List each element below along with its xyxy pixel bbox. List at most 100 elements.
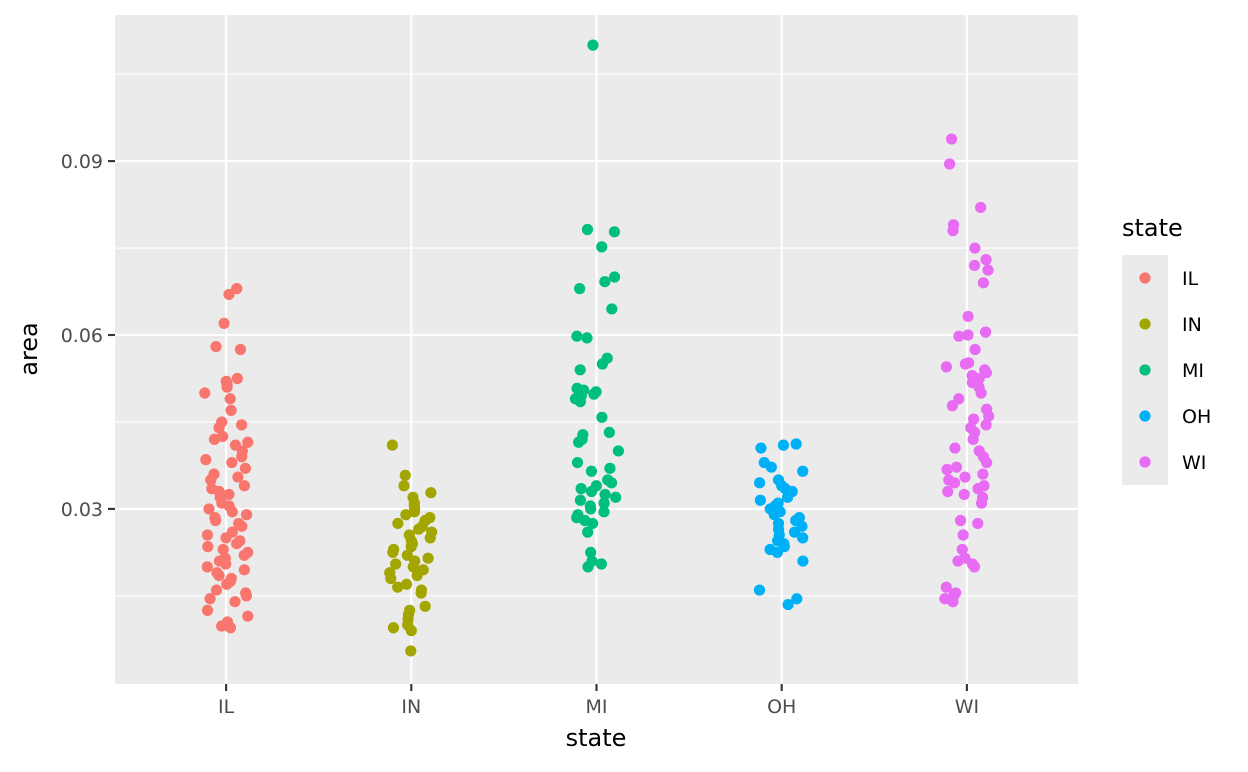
data-point bbox=[582, 526, 594, 538]
data-point bbox=[220, 532, 232, 544]
data-point bbox=[236, 419, 248, 431]
data-point bbox=[972, 517, 984, 530]
data-point bbox=[983, 410, 995, 422]
data-point bbox=[392, 581, 404, 593]
data-point bbox=[400, 509, 412, 521]
data-point bbox=[968, 561, 981, 573]
data-point bbox=[977, 277, 990, 289]
legend-label: IL bbox=[1182, 268, 1199, 290]
data-point bbox=[210, 341, 222, 353]
data-point bbox=[612, 445, 624, 457]
legend-key-point bbox=[1139, 364, 1151, 376]
data-point bbox=[596, 241, 608, 253]
data-point bbox=[953, 330, 965, 342]
data-point bbox=[571, 456, 584, 469]
data-point bbox=[605, 477, 618, 489]
data-point bbox=[977, 468, 989, 480]
data-point bbox=[200, 454, 212, 466]
data-point bbox=[791, 593, 803, 605]
data-point bbox=[405, 645, 417, 657]
legend-key-point bbox=[1139, 272, 1151, 284]
data-point bbox=[765, 461, 777, 473]
data-point bbox=[940, 361, 953, 373]
data-point bbox=[603, 426, 615, 439]
data-point bbox=[582, 561, 594, 573]
data-point bbox=[969, 343, 981, 356]
data-point bbox=[236, 451, 248, 463]
data-point bbox=[585, 465, 598, 477]
data-point bbox=[213, 569, 225, 582]
data-point bbox=[958, 488, 970, 501]
data-point bbox=[390, 558, 402, 570]
data-point bbox=[238, 480, 251, 492]
data-point bbox=[797, 532, 809, 544]
data-point bbox=[797, 465, 809, 477]
legend-label: MI bbox=[1182, 360, 1204, 382]
data-point bbox=[221, 381, 233, 393]
data-point bbox=[407, 561, 419, 573]
data-point bbox=[949, 477, 961, 489]
x-tick-label: WI bbox=[955, 696, 979, 718]
data-point bbox=[604, 462, 616, 474]
data-point bbox=[768, 509, 780, 521]
data-point bbox=[405, 625, 417, 637]
legend-title: state bbox=[1122, 214, 1183, 242]
data-point bbox=[972, 483, 984, 495]
data-point bbox=[949, 442, 961, 454]
data-point bbox=[608, 226, 621, 238]
data-point bbox=[408, 506, 420, 518]
data-point bbox=[231, 372, 243, 385]
data-point bbox=[940, 581, 952, 593]
data-point bbox=[238, 564, 250, 576]
data-point bbox=[585, 546, 597, 559]
data-point bbox=[610, 491, 622, 503]
data-point bbox=[213, 422, 225, 434]
data-point bbox=[596, 358, 608, 370]
data-point bbox=[956, 543, 968, 556]
data-point bbox=[223, 288, 235, 301]
data-point bbox=[217, 543, 229, 556]
data-point bbox=[771, 546, 783, 559]
data-point bbox=[982, 264, 994, 276]
data-point bbox=[586, 517, 599, 530]
data-point bbox=[208, 433, 221, 445]
data-point bbox=[962, 329, 974, 341]
data-point bbox=[201, 529, 214, 541]
data-point bbox=[585, 485, 598, 498]
data-point bbox=[231, 538, 243, 550]
data-point bbox=[574, 283, 586, 295]
data-point bbox=[216, 620, 228, 632]
data-point bbox=[239, 462, 251, 474]
data-point bbox=[755, 442, 767, 454]
data-point bbox=[242, 436, 254, 448]
legend-key-point bbox=[1139, 456, 1151, 468]
data-point bbox=[596, 411, 608, 423]
data-point bbox=[399, 469, 411, 481]
data-point bbox=[240, 509, 253, 521]
data-point bbox=[574, 396, 586, 408]
data-point bbox=[573, 436, 585, 448]
data-point bbox=[201, 561, 213, 573]
data-point bbox=[969, 242, 981, 254]
data-point bbox=[218, 317, 230, 330]
data-point bbox=[981, 456, 993, 469]
data-point bbox=[240, 590, 252, 602]
data-point bbox=[587, 39, 599, 51]
data-point bbox=[224, 393, 236, 405]
data-point bbox=[385, 572, 397, 585]
data-point bbox=[205, 474, 217, 486]
data-points bbox=[199, 39, 995, 657]
data-point bbox=[238, 549, 250, 561]
x-tick-label: MI bbox=[586, 696, 608, 718]
y-tick-label: 0.03 bbox=[61, 499, 103, 521]
data-point bbox=[606, 303, 618, 315]
x-tick-label: IL bbox=[218, 696, 235, 718]
data-point bbox=[608, 271, 621, 283]
data-point bbox=[788, 526, 801, 538]
data-point bbox=[202, 541, 214, 553]
legend-key-point bbox=[1139, 410, 1151, 422]
data-point bbox=[411, 569, 423, 582]
data-point bbox=[980, 419, 992, 431]
legend-label: WI bbox=[1182, 452, 1206, 474]
